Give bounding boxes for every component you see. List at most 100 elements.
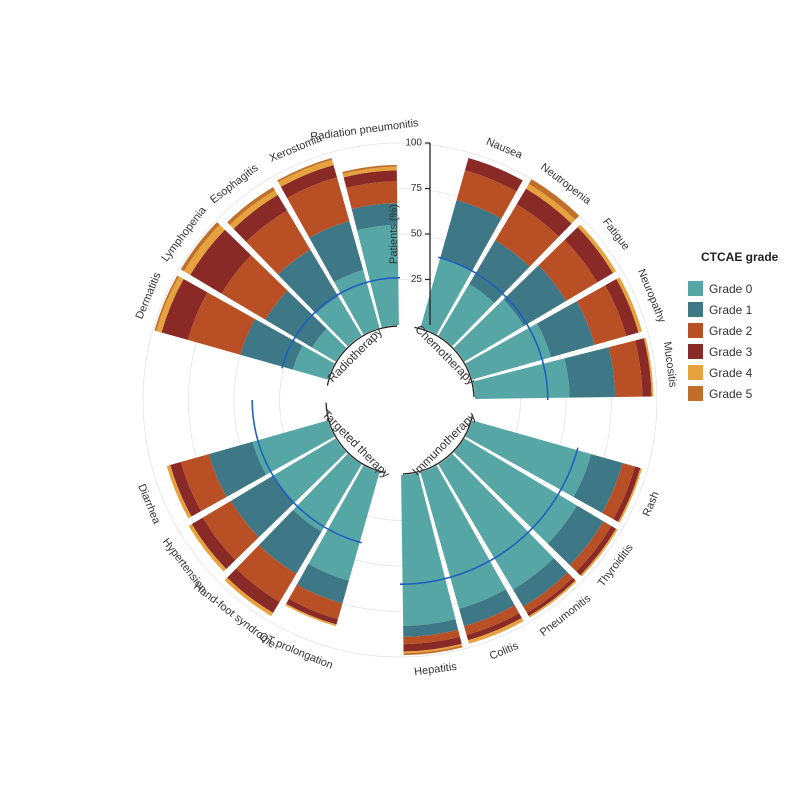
bar-segment-grade-3 — [403, 636, 462, 652]
bar-segment-grade-1 — [573, 454, 623, 513]
group-arc — [326, 325, 398, 386]
bar-segment-grade-2 — [456, 170, 517, 219]
bar-segment-grade-1 — [258, 509, 322, 574]
bar-segment-grade-1 — [265, 290, 327, 348]
legend-item: Grade 5 — [688, 383, 778, 404]
category-label: Colitis — [488, 640, 521, 663]
bar-segment-grade-0 — [308, 465, 380, 581]
legend-label: Grade 3 — [709, 344, 753, 359]
bar-segment-grade-3 — [605, 279, 639, 336]
bar-segment-grade-3 — [227, 568, 280, 613]
bar-segment-grade-3 — [343, 170, 397, 188]
group-mean-lines — [251, 256, 579, 585]
group-arc — [402, 414, 474, 475]
legend-swatch — [688, 386, 703, 401]
bar-segment-grade-3 — [191, 517, 236, 570]
bar-segment-grade-0 — [420, 257, 473, 335]
bar-segment-grade-5 — [528, 179, 580, 220]
category-label: Nausea — [484, 136, 524, 162]
bar-segment-grade-1 — [403, 619, 459, 637]
radial-axis-title: Patients (%) — [388, 204, 400, 264]
legend-item: Grade 0 — [688, 278, 778, 299]
bar-segment-grade-3 — [170, 462, 202, 517]
category-label: Neuropathy — [635, 267, 668, 325]
bar-segment-grade-3 — [161, 279, 208, 340]
category-label: Dermatitis — [134, 270, 164, 321]
bar-segment-grade-3 — [190, 229, 251, 294]
bar-segment-grade-3 — [635, 338, 652, 397]
bar-segment-grade-4 — [229, 190, 278, 229]
group-mean-line — [281, 276, 401, 369]
bar-segment-grade-4 — [467, 617, 524, 644]
legend-swatch — [688, 344, 703, 359]
radial-axis-tick-label: 100 — [405, 138, 422, 149]
bar-segment-grade-3 — [613, 466, 641, 522]
bar-segment-grade-0 — [315, 296, 362, 347]
bar-segment-grade-3 — [466, 613, 522, 641]
bar-segment-grade-4 — [577, 224, 617, 274]
bar-segment-grade-0 — [292, 345, 335, 380]
radial-axis-tick-label: 50 — [411, 229, 423, 240]
bar-segment-grade-0 — [252, 420, 335, 475]
bar-segment-grade-4 — [617, 467, 643, 523]
bar-segment-grade-5 — [154, 275, 179, 332]
legend-item: Grade 2 — [688, 320, 778, 341]
group-mean-line — [438, 256, 549, 401]
group-mean-line — [251, 399, 362, 544]
bar-segment-grade-1 — [296, 563, 349, 604]
grid-circle — [188, 188, 612, 612]
bar-segment-grade-1 — [564, 347, 616, 398]
legend-label: Grade 1 — [709, 302, 753, 317]
bar-segment-grade-4 — [528, 580, 577, 618]
legend-item: Grade 4 — [688, 362, 778, 383]
bar-segment-grade-4 — [643, 337, 654, 397]
bar-segment-grade-4 — [156, 276, 184, 333]
category-label: Fatigue — [600, 216, 632, 252]
bar-segment-grade-4 — [526, 183, 576, 224]
bar-segment-grade-1 — [512, 558, 568, 607]
bar-segment-grade-3 — [465, 157, 523, 192]
bar-segment-grade-2 — [187, 292, 256, 355]
legend-title: CTCAE grade — [701, 250, 779, 264]
bar-segment-grade-5 — [180, 222, 220, 272]
bar-segment-grade-3 — [564, 227, 613, 283]
legend-label: Grade 2 — [709, 323, 753, 338]
bar-segment-grade-1 — [469, 240, 530, 304]
legend-label: Grade 5 — [709, 386, 753, 401]
bar-segment-grade-1 — [503, 265, 567, 327]
grid-circle — [233, 233, 567, 567]
bars-layer — [154, 157, 654, 656]
bar-segment-grade-1 — [277, 249, 339, 314]
bar-segment-grade-4 — [403, 643, 463, 654]
legend-item: Grade 3 — [688, 341, 778, 362]
legend-swatch — [688, 302, 703, 317]
bar-segment-grade-2 — [236, 545, 297, 602]
group-arc — [414, 326, 475, 398]
legend-swatch — [688, 365, 703, 380]
bar-segment-grade-0 — [453, 438, 577, 544]
legend-label: Grade 0 — [709, 281, 753, 296]
radial-axis-tick-label: 25 — [411, 274, 423, 285]
bar-segment-grade-3 — [280, 164, 337, 198]
grid-circle — [142, 142, 658, 658]
bar-segment-grade-0 — [334, 270, 380, 335]
legend-swatch — [688, 323, 703, 338]
bar-segment-grade-4 — [188, 524, 227, 572]
bar-segment-grade-4 — [342, 166, 397, 178]
bar-segment-grade-2 — [608, 340, 643, 397]
legend: CTCAE grade Grade 0 Grade 1 Grade 2 Grade 3… — [688, 250, 778, 404]
bar-segment-grade-2 — [221, 255, 288, 320]
bar-segment-grade-0 — [453, 299, 524, 362]
legend-swatch — [688, 281, 703, 296]
radial-axis: 25 50 75 100 Patients (%) — [388, 138, 431, 325]
bar-segment-grade-0 — [293, 453, 362, 532]
bar-segment-grade-4 — [278, 159, 334, 187]
grid-layer — [142, 142, 658, 658]
category-label: Rash — [641, 490, 662, 518]
bar-segment-grade-3 — [233, 194, 288, 242]
bar-segment-grade-4 — [224, 577, 274, 617]
bar-segment-grade-2 — [576, 285, 627, 345]
bar-segment-grade-2 — [523, 572, 573, 613]
bar-segment-grade-5 — [277, 157, 333, 183]
